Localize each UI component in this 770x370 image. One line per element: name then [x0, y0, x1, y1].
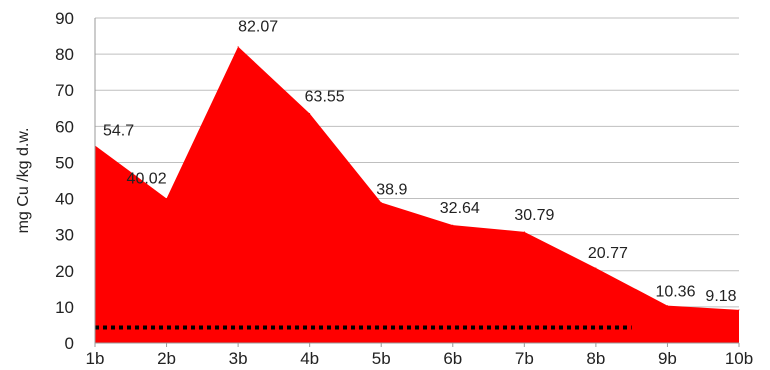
y-tick-label-90: 90 — [55, 9, 74, 28]
y-tick-label-30: 30 — [55, 226, 74, 245]
x-tick-label-1b: 1b — [86, 349, 105, 368]
x-tick-label-5b: 5b — [372, 349, 391, 368]
x-axis-ticks: 1b 2b 3b 4b 5b 6b 7b 8b 9b 10b — [86, 343, 753, 368]
x-tick-label-8b: 8b — [586, 349, 605, 368]
y-tick-label-50: 50 — [55, 153, 74, 172]
y-tick-label-70: 70 — [55, 81, 74, 100]
area-series-fill — [95, 46, 739, 344]
x-tick-label-9b: 9b — [658, 349, 677, 368]
data-label-7b: 30.79 — [514, 207, 554, 224]
y-tick-label-20: 20 — [55, 262, 74, 281]
data-label-10b: 9.18 — [705, 288, 736, 305]
data-point-2b — [166, 197, 168, 199]
x-tick-label-3b: 3b — [229, 349, 248, 368]
data-point-9b — [666, 305, 668, 307]
data-labels: 54.7 40.02 82.07 63.55 38.9 32.64 30.79 20.77 10… — [103, 19, 737, 305]
data-point-6b — [452, 224, 454, 226]
data-point-4b — [309, 113, 311, 115]
data-label-4b: 63.55 — [305, 89, 345, 106]
y-tick-label-60: 60 — [55, 117, 74, 136]
data-point-8b — [595, 267, 597, 269]
data-label-2b: 40.02 — [127, 170, 167, 187]
x-tick-label-6b: 6b — [443, 349, 462, 368]
data-point-7b — [523, 231, 525, 233]
data-label-9b: 10.36 — [655, 284, 695, 301]
x-tick-label-4b: 4b — [300, 349, 319, 368]
x-tick-label-7b: 7b — [515, 349, 534, 368]
data-label-1b: 54.7 — [103, 122, 134, 139]
y-tick-label-0: 0 — [65, 334, 74, 353]
data-label-6b: 32.64 — [440, 200, 480, 217]
data-point-5b — [380, 202, 382, 204]
y-tick-label-10: 10 — [55, 298, 74, 317]
data-point-3b — [237, 46, 239, 48]
x-tick-label-10b: 10b — [725, 349, 753, 368]
y-tick-label-40: 40 — [55, 190, 74, 209]
axes — [94, 18, 739, 344]
y-axis-ticks: 0 10 20 30 40 50 60 70 80 90 — [55, 9, 74, 353]
data-label-3b: 82.07 — [238, 19, 278, 36]
x-tick-label-2b: 2b — [157, 349, 176, 368]
data-point-10b — [738, 309, 740, 311]
y-tick-label-80: 80 — [55, 45, 74, 64]
data-label-5b: 38.9 — [376, 182, 407, 199]
data-label-8b: 20.77 — [588, 245, 628, 262]
y-axis-title: mg Cu /kg d.w. — [15, 128, 32, 234]
